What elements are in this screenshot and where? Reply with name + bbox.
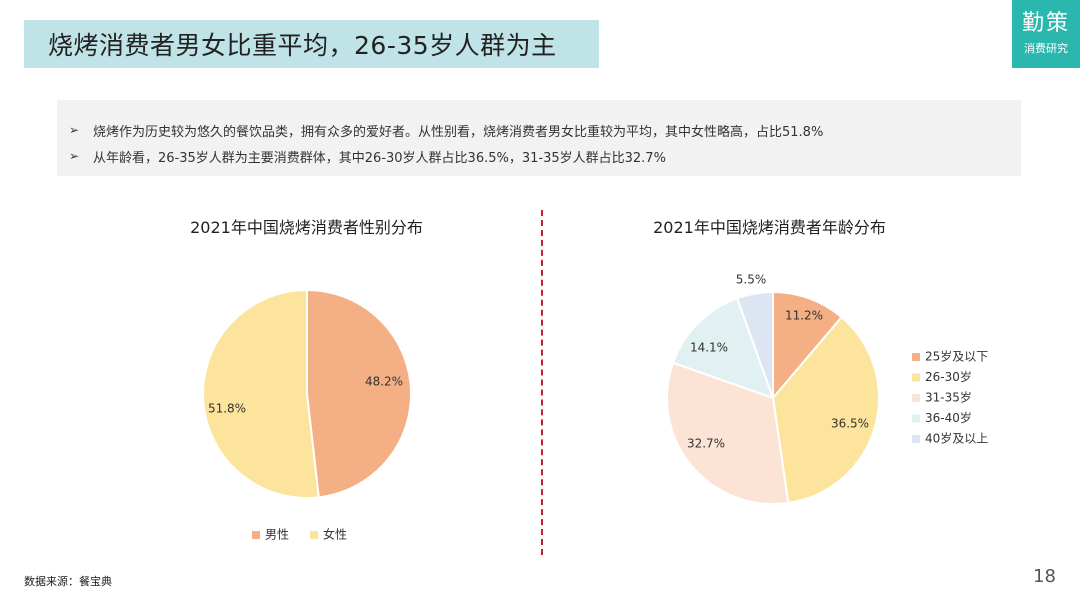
logo-main-text: 勤策 [1021,11,1070,37]
age-chart-title: 2021年中国烧烤消费者年龄分布 [653,218,886,237]
pie-slice [306,288,413,499]
data-label: 14.1% [690,341,728,355]
legend-label: 40岁及以上 [925,431,988,446]
data-label: 48.2% [365,375,403,389]
gender-chart-title: 2021年中国烧烤消费者性别分布 [190,218,423,237]
legend-swatch [912,394,920,402]
data-label: 11.2% [785,309,823,323]
brand-logo: 勤策 消费研究 [1012,0,1080,68]
data-label: 32.7% [687,437,725,451]
legend-label: 25岁及以下 [925,349,988,364]
summary-box: ➢ 烧烤作为历史较为悠久的餐饮品类，拥有众多的爱好者。从性别看，烧烤消费者男女比… [57,100,1021,176]
data-label: 5.5% [736,273,767,287]
pie-slice [735,290,774,399]
legend-swatch [252,531,260,539]
arrow-bullet-icon: ➢ [69,149,80,163]
pie-slice [772,290,843,401]
pie-slice [771,315,881,505]
summary-item: ➢ 从年龄看，26-35岁人群为主要消费群体，其中26-30岁人群占比36.5%… [69,143,1021,169]
legend-label: 36-40岁 [925,410,972,425]
pie-slice [202,288,320,499]
summary-text: 烧烤作为历史较为悠久的餐饮品类，拥有众多的爱好者。从性别看，烧烤消费者男女比重较… [93,124,824,140]
legend-label: 男性 [265,528,289,542]
legend-label: 31-35岁 [925,390,972,405]
legend-label: 女性 [323,527,347,542]
page-title-text: 烧烤消费者男女比重平均，26-35岁人群为主 [48,31,557,60]
legend-swatch [912,373,920,382]
chart-divider [541,210,543,555]
legend-swatch [912,353,920,361]
legend-swatch [912,435,920,443]
data-label: 36.5% [831,417,869,431]
page-number: 18 [1033,566,1056,587]
logo-sub-text: 消费研究 [1024,41,1068,55]
summary-text: 从年龄看，26-35岁人群为主要消费群体，其中26-30岁人群占比36.5%，3… [93,150,666,166]
pie-slice [666,361,790,505]
arrow-bullet-icon: ➢ [69,123,80,137]
data-label: 51.8% [208,402,246,416]
legend-swatch [912,414,920,423]
summary-item: ➢ 烧烤作为历史较为悠久的餐饮品类，拥有众多的爱好者。从性别看，烧烤消费者男女比… [69,117,1021,143]
legend-label: 26-30岁 [925,369,972,384]
data-source: 数据来源：餐宝典 [24,575,112,588]
page-title: 烧烤消费者男女比重平均，26-35岁人群为主 [24,20,599,68]
legend-swatch [310,531,318,539]
pie-slice [671,296,775,400]
